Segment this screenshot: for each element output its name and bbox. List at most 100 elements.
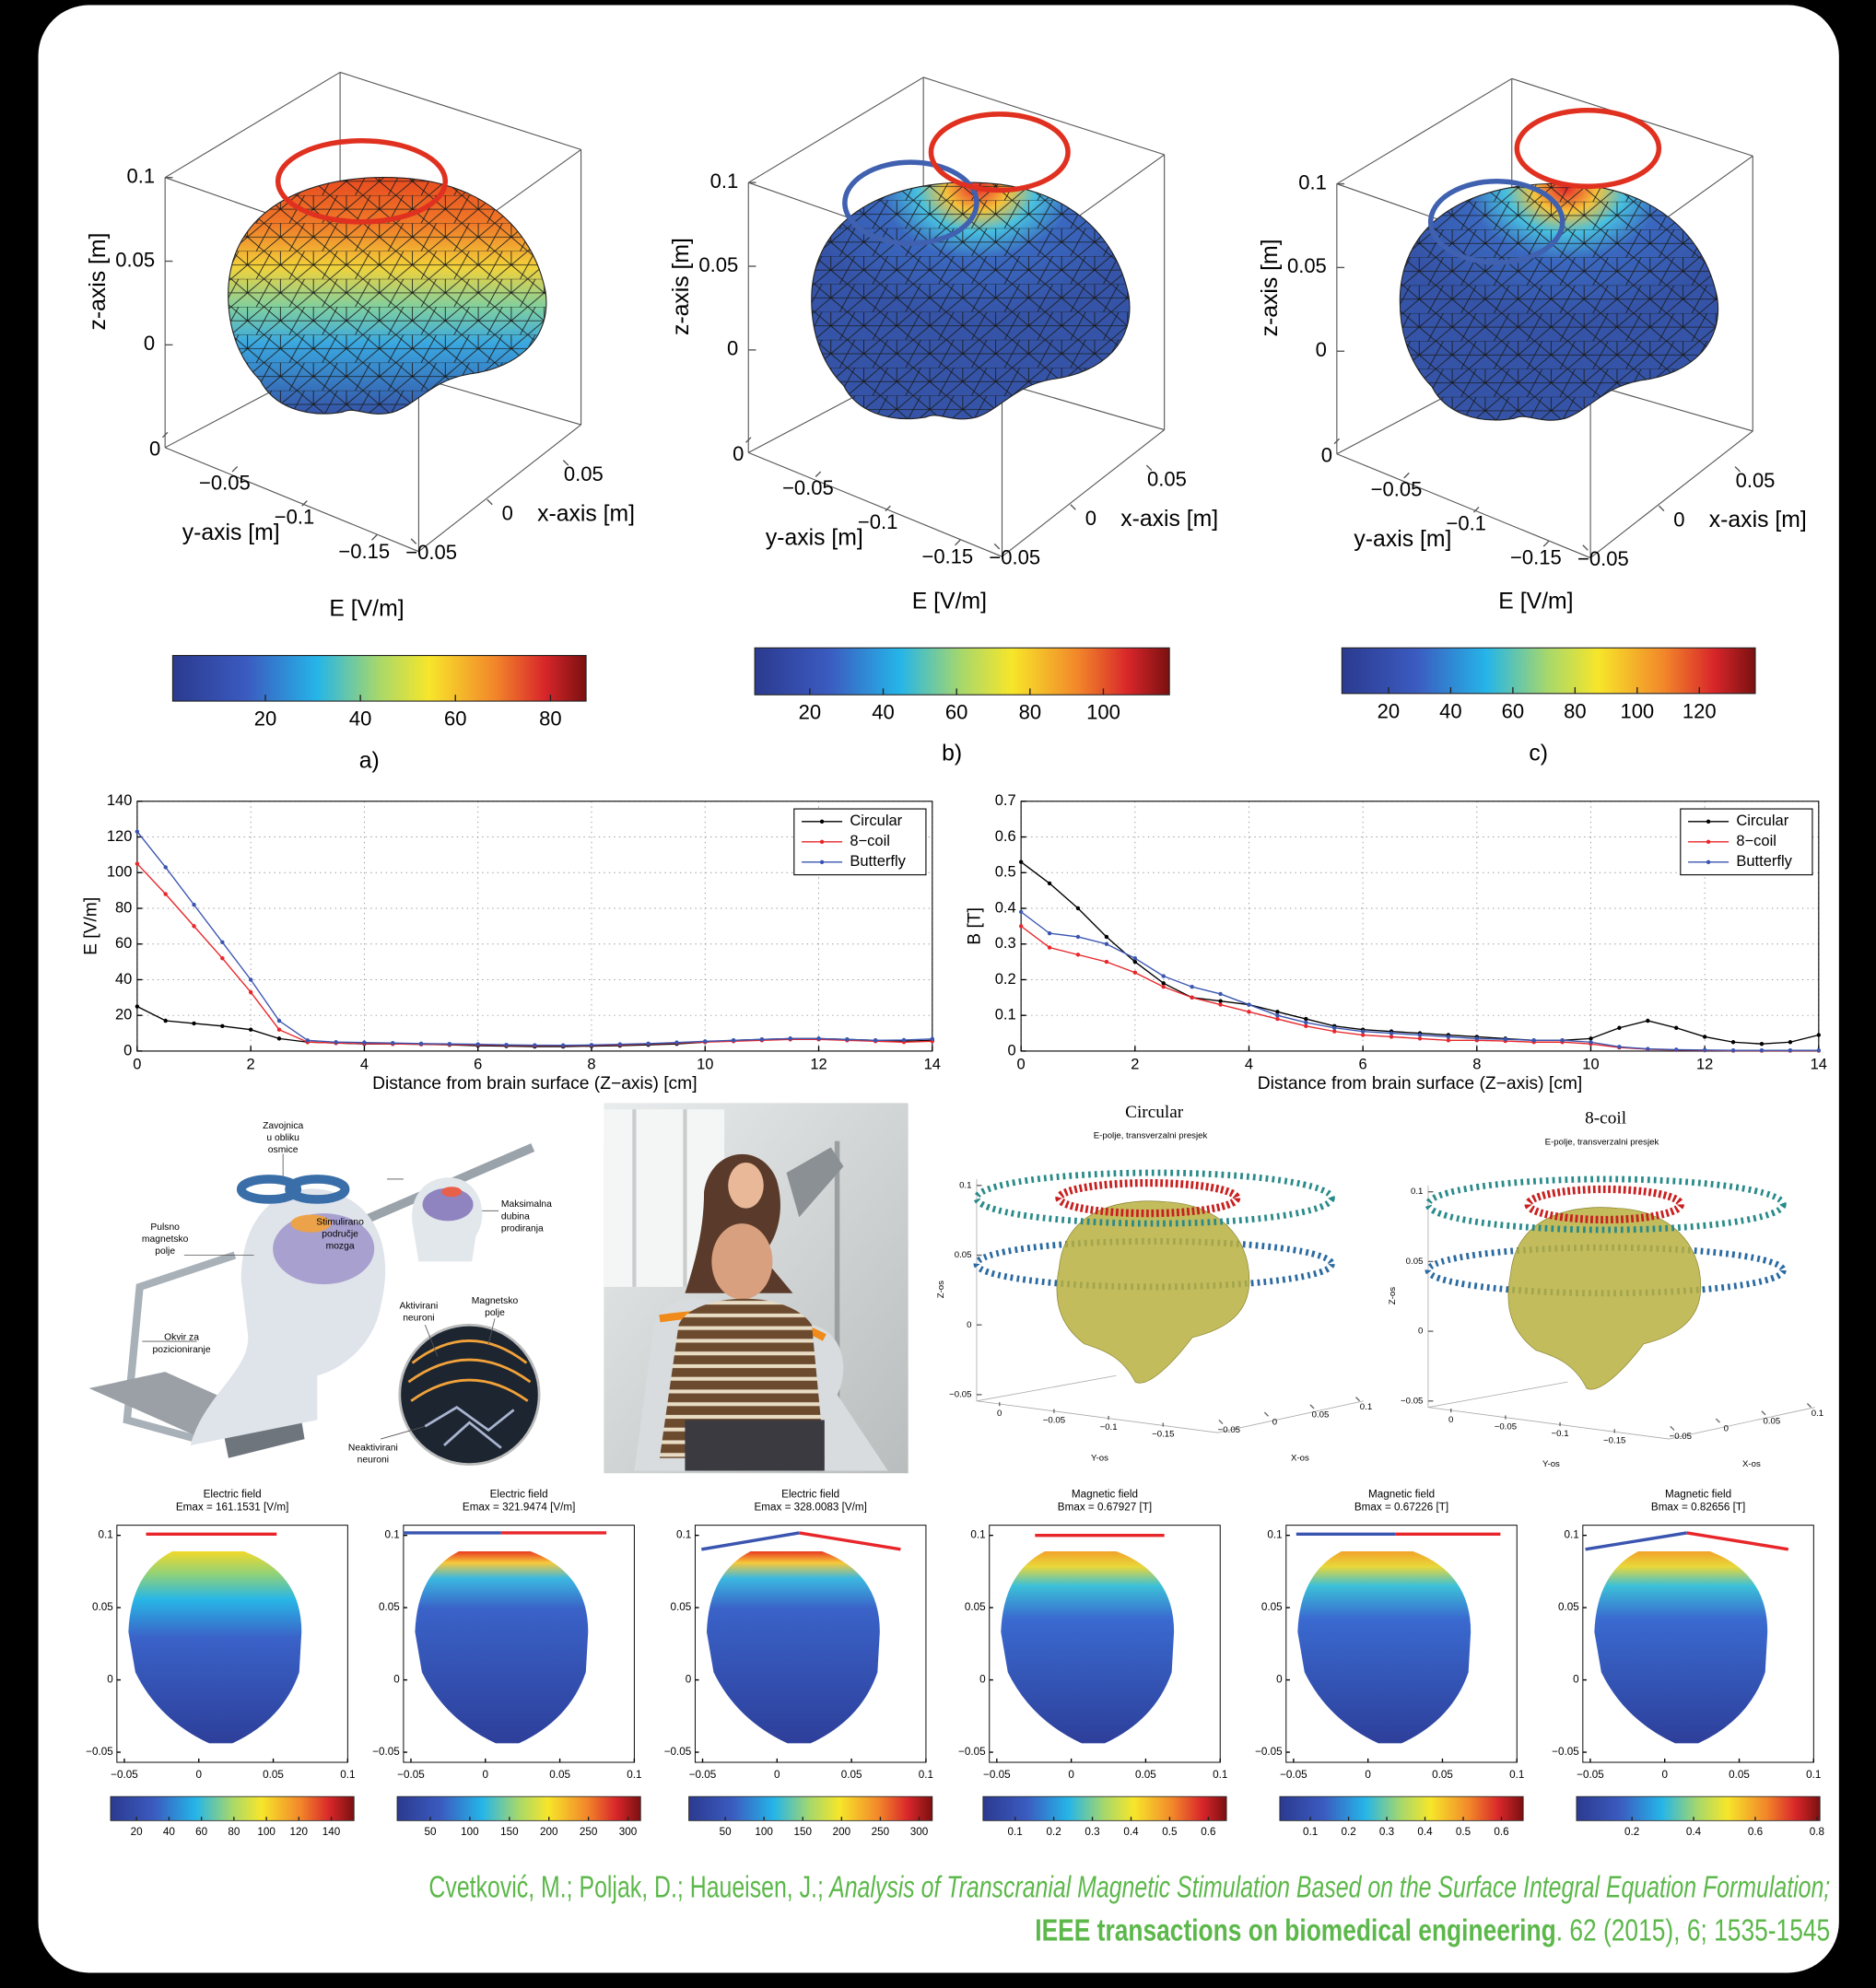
data-point: [249, 977, 252, 981]
illustration-label: Stimulirano: [316, 1217, 364, 1227]
illustration-label: Maksimalna: [501, 1199, 552, 1210]
colorbar-tick-label: 0.4: [1123, 1826, 1139, 1838]
z-axis-label: Z-os: [1388, 1287, 1398, 1304]
photo: [604, 1103, 908, 1473]
plot-title: Circular: [1125, 1103, 1184, 1122]
z-tick-label: 0: [967, 1320, 971, 1330]
y-tick-label: −0.1: [1552, 1429, 1569, 1439]
plot-subtitle: Emax = 321.9474 [V/m]: [463, 1501, 575, 1513]
x-axis-label: X-os: [1291, 1453, 1309, 1463]
data-point: [1218, 1000, 1222, 1003]
y-tick-label: 0.3: [995, 935, 1016, 952]
x-axis-label: Distance from brain surface (Z−axis) [cm…: [1258, 1074, 1582, 1093]
y-tick-label: 0.05: [671, 1601, 692, 1613]
z-tick-label: 0.05: [1287, 254, 1327, 277]
colorbar: [983, 1796, 1226, 1820]
colorbar-tick-label: 0.3: [1085, 1826, 1099, 1838]
x-tick-label: 2: [247, 1056, 255, 1072]
colorbar-tick-label: 0.3: [1379, 1826, 1394, 1838]
illustration-label: dubina: [501, 1211, 530, 1222]
data-point: [1447, 1038, 1450, 1042]
x-tick-label: 0.1: [1812, 1409, 1823, 1419]
z-axis-label: z-axis [m]: [86, 233, 111, 331]
data-point: [1247, 1010, 1250, 1013]
plot-title: Magnetic field: [1368, 1489, 1435, 1501]
x-tick-label: 0.05: [1147, 467, 1187, 490]
y-tick-label: −0.05: [372, 1746, 400, 1758]
data-point: [1304, 1017, 1307, 1021]
woman-face: [728, 1163, 764, 1209]
x-tick-label: 0: [1068, 1769, 1074, 1781]
y-tick-label: −0.05: [1043, 1416, 1065, 1426]
x-tick-label: 10: [697, 1056, 713, 1072]
x-tick-label: 0.1: [1213, 1769, 1227, 1781]
plot-subtitle: Bmax = 0.67927 [T]: [1058, 1501, 1152, 1513]
x-tick-label: 0.05: [1432, 1769, 1453, 1781]
y-tick-label: 0.1: [98, 1529, 112, 1541]
illustration-label: mozga: [326, 1242, 355, 1252]
data-point: [1218, 1002, 1222, 1006]
data-point: [135, 830, 139, 834]
data-point: [1304, 1024, 1307, 1028]
x-tick-label: 0: [1272, 1418, 1277, 1428]
citation-journal: IEEE transactions on biomedical engineer…: [1035, 1912, 1555, 1947]
y-tick-label: 40: [115, 971, 132, 988]
y-tick-label: −0.1: [1100, 1422, 1118, 1433]
data-point: [1589, 1036, 1592, 1040]
data-point: [1703, 1035, 1706, 1038]
x-tick-label: −0.05: [989, 546, 1040, 569]
y-tick-label: −0.15: [338, 540, 390, 563]
colorbar-tick-label: 0.5: [1162, 1826, 1178, 1838]
plot-title: Electric field: [490, 1489, 548, 1501]
illustration-label: neuroni: [403, 1313, 434, 1323]
y-tick-label: 0: [997, 1409, 1002, 1419]
data-point: [277, 1027, 281, 1031]
z-tick-label: 0.1: [127, 164, 156, 187]
data-point: [163, 1019, 167, 1023]
data-point: [362, 1040, 366, 1044]
x-tick-label: −0.05: [1577, 1769, 1604, 1781]
x-tick-label: 2: [1131, 1056, 1139, 1072]
data-point: [1418, 1033, 1422, 1036]
colorbar-tick-label: 300: [619, 1826, 638, 1838]
y-tick-label: 0: [1573, 1674, 1579, 1686]
colorbar-label: E [V/m]: [1498, 589, 1573, 614]
colorbar-tick-label: 20: [254, 707, 277, 731]
z-tick-label: 0.1: [1298, 170, 1327, 193]
colorbar-tick-label: 60: [945, 701, 968, 724]
data-point: [1247, 1002, 1250, 1006]
x-tick-label: 0.05: [549, 1769, 570, 1781]
illustration-label: Okvir za: [164, 1333, 199, 1343]
data-point: [192, 924, 195, 928]
x-tick-label: −0.05: [1670, 1432, 1692, 1442]
x-tick-label: 0.05: [1729, 1769, 1750, 1781]
data-point: [1760, 1048, 1764, 1052]
data-point: [732, 1038, 735, 1042]
data-point: [816, 1036, 820, 1040]
data-point: [1560, 1038, 1564, 1042]
y-tick-label: −0.15: [1510, 546, 1562, 569]
data-point: [1617, 1045, 1621, 1048]
colorbar-tick-label: 0.6: [1748, 1826, 1763, 1838]
data-point: [1389, 1031, 1393, 1035]
z-tick-label: 0.1: [1411, 1187, 1423, 1197]
z-tick-label: 0.1: [959, 1180, 971, 1190]
data-point: [1133, 956, 1137, 960]
x-tick-label: 0.05: [1736, 469, 1776, 492]
data-point: [1304, 1021, 1307, 1024]
y-tick-label: −0.05: [1255, 1746, 1283, 1758]
y-tick-label: −0.05: [199, 472, 251, 495]
x-axis-label: x-axis [m]: [1120, 507, 1218, 532]
data-point: [1048, 945, 1051, 949]
legend-marker: [820, 860, 824, 864]
x-tick-label: −0.05: [111, 1769, 138, 1781]
x-axis-label: x-axis [m]: [537, 501, 635, 526]
y-tick-label: 0.1: [1564, 1529, 1578, 1541]
x-tick-label: 0: [133, 1056, 141, 1072]
citation-authors: Cvetković, M.; Poljak, D.; Haueisen, J.;: [428, 1869, 823, 1903]
y-tick-label: 0.05: [379, 1601, 400, 1613]
z-tick-label: 0: [144, 332, 155, 355]
colorbar-tick-label: 20: [1378, 699, 1401, 722]
y-tick-label: 0.1: [995, 1007, 1016, 1023]
y-tick-label: −0.1: [275, 506, 314, 529]
